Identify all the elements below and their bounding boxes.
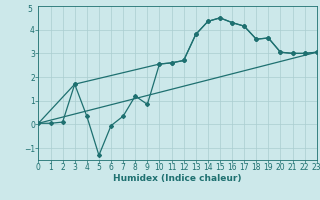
X-axis label: Humidex (Indice chaleur): Humidex (Indice chaleur) <box>113 174 242 183</box>
Text: 5: 5 <box>28 5 32 14</box>
